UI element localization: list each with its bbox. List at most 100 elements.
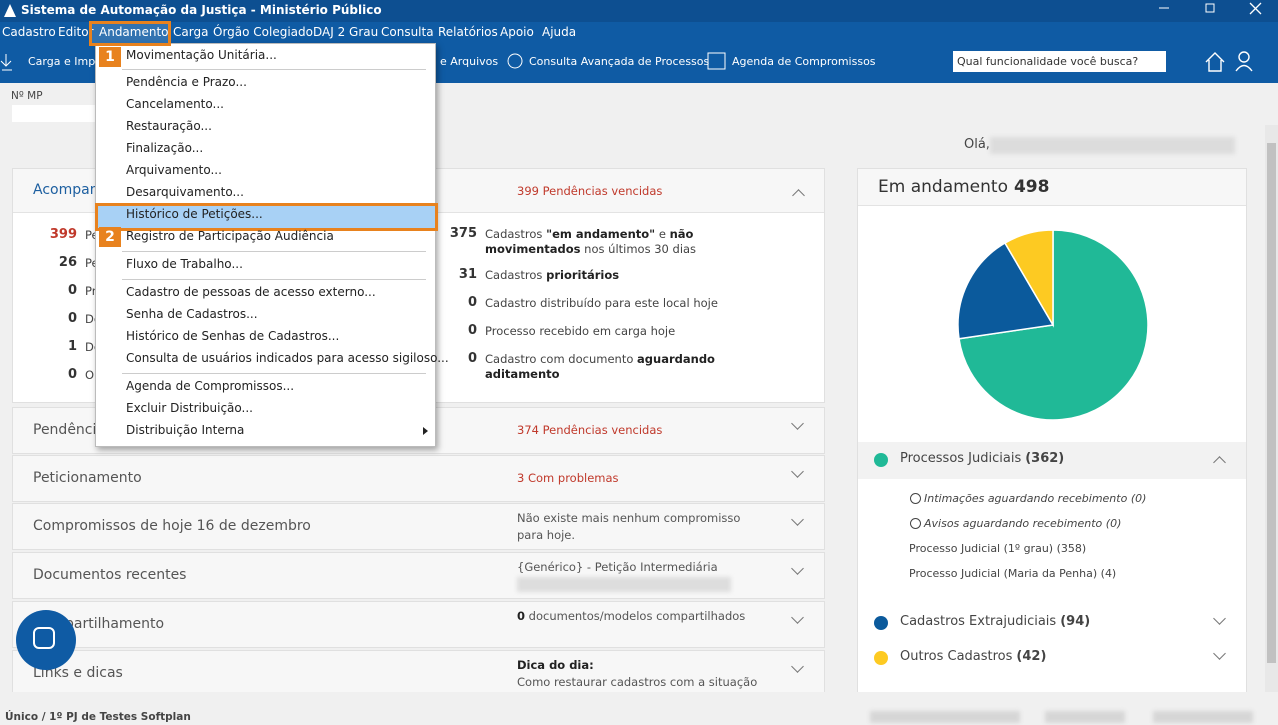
dropdown-item[interactable]: Agenda de Compromissos... — [126, 379, 295, 393]
section-card[interactable]: Compromissos de hoje 16 de dezembro Não e… — [12, 503, 825, 550]
app-icon — [4, 4, 16, 17]
section-title: Pendência — [33, 422, 105, 438]
stat-text-part: Cadastros — [485, 227, 547, 241]
section-card[interactable]: Links e dicas Dica do dia: Como restaurar … — [12, 650, 825, 692]
note-line: 374 Pendências vencidas — [517, 422, 767, 439]
search-placeholder: Qual funcionalidade você busca? — [957, 55, 1139, 68]
legend-dot — [874, 453, 888, 467]
section-card[interactable]: Peticionamento 3 Com problemas — [12, 455, 825, 502]
home-icon[interactable] — [1205, 52, 1225, 72]
stat-value: 0 — [467, 323, 477, 338]
menu-item[interactable]: Relatórios — [438, 25, 498, 39]
toolbar-button[interactable]: e Arquivos — [440, 55, 499, 68]
chevron-down[interactable] — [791, 660, 804, 673]
legend-name: Processos Judiciais — [900, 451, 1022, 466]
legend-label[interactable]: Processos Judiciais (362) — [900, 451, 1064, 466]
toolbar-button[interactable]: Agenda de Compromissos — [732, 55, 876, 68]
clock-icon — [910, 493, 921, 504]
stat-text-part: aguardando aditamento — [485, 352, 715, 381]
search-box[interactable] — [953, 51, 1166, 72]
status-blurred — [1045, 711, 1125, 723]
legend-value: (94) — [1060, 614, 1091, 629]
stat-value: 399 — [49, 227, 77, 242]
legend-chevron[interactable] — [1213, 647, 1226, 660]
note-line: Não existe mais nenhum compromisso para … — [517, 510, 767, 544]
dropdown-item[interactable]: Restauração... — [126, 119, 212, 133]
chart-total: 498 — [1013, 177, 1050, 197]
section-title: Peticionamento — [33, 470, 142, 486]
dropdown-item[interactable]: Distribuição Interna — [126, 423, 245, 437]
chevron-down[interactable] — [791, 562, 804, 575]
dropdown-item[interactable]: Senha de Cadastros... — [126, 307, 258, 321]
menu-item[interactable]: Editor — [58, 25, 94, 39]
menu-item[interactable]: Andamento — [99, 25, 169, 39]
dropdown-item[interactable]: Histórico de Petições... — [126, 207, 263, 221]
stat-value: 26 — [58, 255, 77, 270]
detail-item: Avisos aguardando recebimento (0) — [924, 517, 1122, 530]
dropdown-item[interactable]: Consulta de usuários indicados para aces… — [126, 351, 449, 365]
menu-item[interactable]: Cadastro — [2, 25, 56, 39]
toolbar-button[interactable]: Carga e Impo — [28, 55, 102, 68]
close[interactable] — [1249, 2, 1262, 15]
dropdown-item[interactable]: Desarquivamento... — [126, 185, 244, 199]
stat-text-part: prioritários — [546, 268, 620, 282]
stat-text-part: Processo recebido em carga hoje — [485, 324, 676, 338]
legend-label[interactable]: Outros Cadastros (42) — [900, 649, 1046, 664]
menu-item[interactable]: Órgão Colegiado — [213, 25, 313, 39]
stat-value: 375 — [449, 226, 477, 241]
overview-alert: 399 Pendências vencidas — [517, 184, 663, 198]
chevron-down[interactable] — [791, 417, 804, 430]
note-part: Não existe mais nenhum compromisso para … — [517, 511, 741, 542]
menu-item[interactable]: Carga — [173, 25, 209, 39]
stat-value: 0 — [467, 295, 477, 310]
dropdown-item[interactable]: Excluir Distribuição... — [126, 401, 253, 415]
legend-label[interactable]: Cadastros Extrajudiciais (94) — [900, 614, 1090, 629]
stat-text-part: Cadastro com documento — [485, 352, 638, 366]
stat-value: 0 — [467, 351, 477, 366]
overview-title[interactable]: Acompan — [33, 182, 99, 198]
section-card[interactable]: Documentos recentes {Genérico} - Petição … — [12, 552, 825, 599]
stat-value: 0 — [67, 283, 77, 298]
status-blurred — [1153, 711, 1253, 723]
user-name-blurred — [990, 137, 1235, 154]
chevron-down[interactable] — [791, 611, 804, 624]
stat-label: O — [85, 368, 95, 382]
dropdown-item[interactable]: Cadastro de pessoas de acesso externo... — [126, 285, 376, 299]
dropdown-item[interactable]: Arquivamento... — [126, 163, 222, 177]
menu-separator — [122, 373, 426, 374]
menu-item[interactable]: Ajuda — [542, 25, 577, 39]
pie-chart — [957, 229, 1149, 421]
status-location: Único / 1º PJ de Testes Softplan — [5, 711, 191, 723]
legend-chevron[interactable] — [1213, 612, 1226, 625]
section-note: 3 Com problemas — [517, 470, 767, 487]
dropdown-item[interactable]: Finalização... — [126, 141, 204, 155]
dropdown-item[interactable]: Histórico de Senhas de Cadastros... — [126, 329, 340, 343]
dropdown-item[interactable]: Cancelamento... — [126, 97, 224, 111]
window-title: Sistema de Automação da Justiça - Minist… — [21, 3, 382, 17]
stat-text: Cadastros prioritários — [485, 268, 785, 283]
menu-item[interactable]: Consulta — [381, 25, 434, 39]
user-icon[interactable] — [1238, 51, 1250, 63]
chart-panel: Em andamento 498 Processos Judiciais (362) C… — [857, 168, 1247, 692]
restore[interactable] — [1205, 3, 1215, 13]
legend-row-bg — [858, 442, 1246, 479]
menu-item[interactable]: DAJ 2 Grau — [313, 25, 379, 39]
legend-name: Cadastros Extrajudiciais — [900, 614, 1057, 629]
dropdown-item[interactable]: Registro de Participação Audiência — [126, 229, 334, 243]
chevron-down[interactable] — [791, 513, 804, 526]
dropdown-item[interactable]: Movimentação Unitária... — [126, 48, 277, 62]
chevron-down[interactable] — [791, 465, 804, 478]
chat-button[interactable] — [16, 610, 76, 670]
stat-text-part: não movimentados — [485, 227, 694, 256]
section-card[interactable]: Compartilhamento 0 documentos/modelos com… — [12, 601, 825, 648]
scroll-thumb[interactable] — [1267, 143, 1276, 663]
dropdown-item[interactable]: Pendência e Prazo... — [126, 75, 247, 89]
filter-label: Nº MP — [11, 90, 43, 102]
scrollbar[interactable] — [1265, 125, 1278, 692]
dropdown-item[interactable]: Fluxo de Trabalho... — [126, 257, 243, 271]
toolbar-button[interactable]: Consulta Avançada de Processos — [529, 55, 710, 68]
menu-item[interactable]: Apoio — [500, 25, 534, 39]
stat-text-part: nos últimos 30 dias — [580, 242, 697, 256]
note-line: 0 documentos/modelos compartilhados — [517, 608, 767, 625]
